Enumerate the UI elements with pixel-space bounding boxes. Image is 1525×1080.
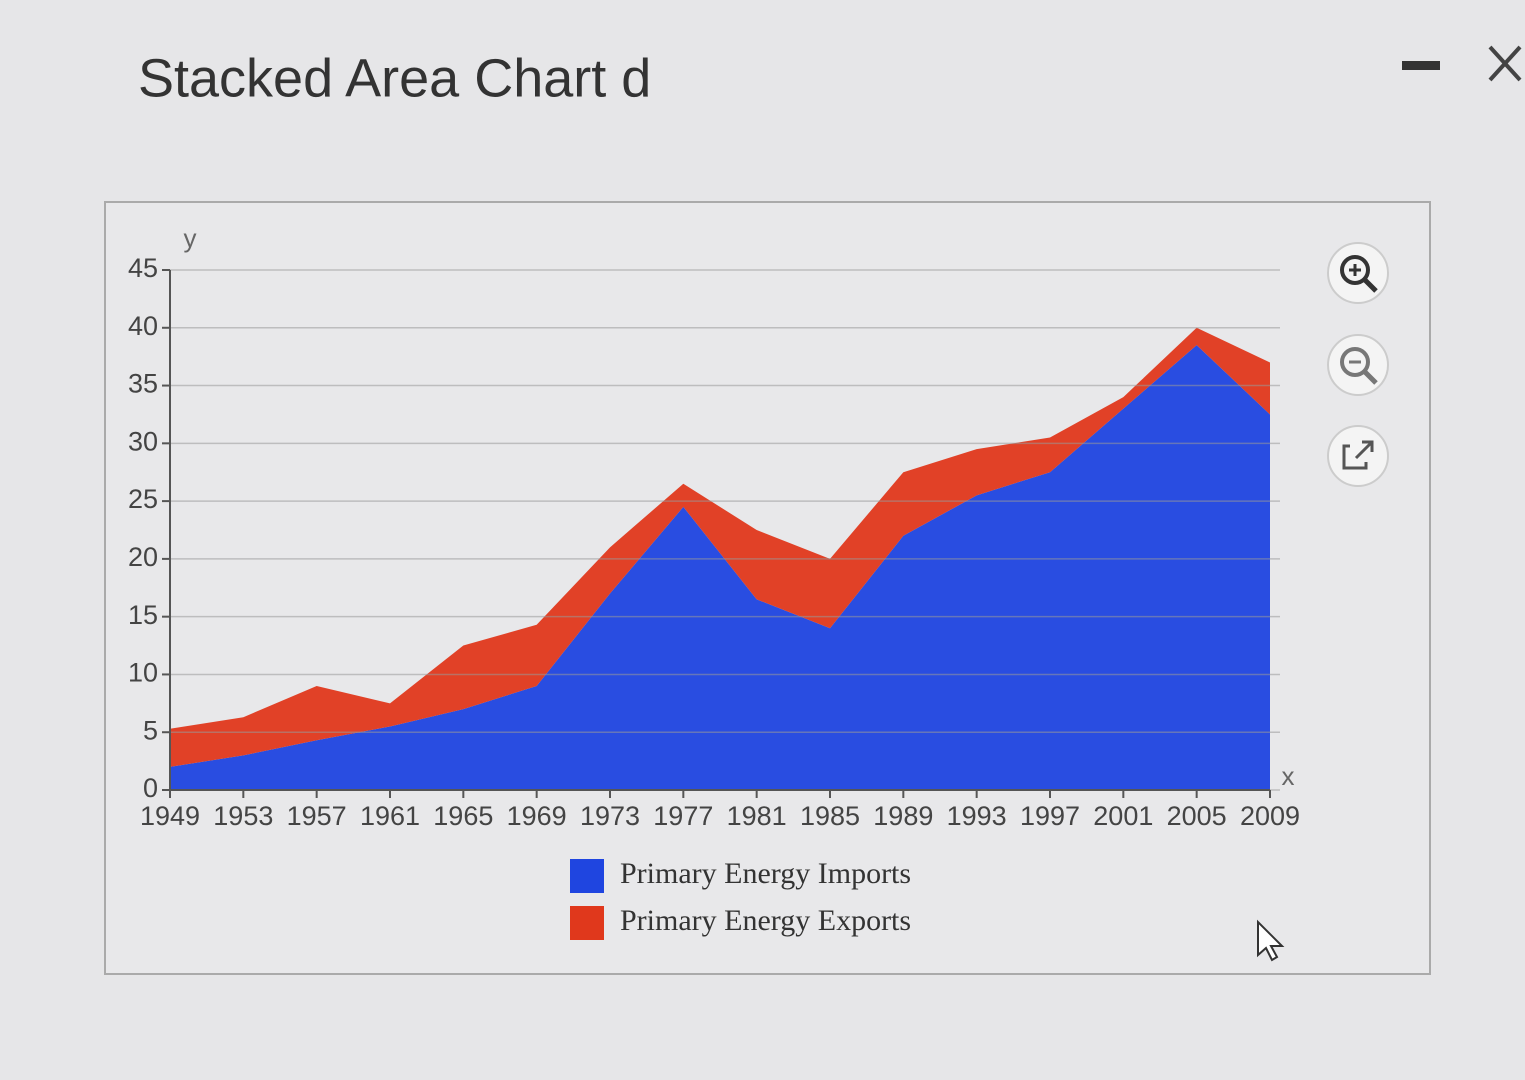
x-tick-label: 2005 [1167,801,1227,831]
x-tick-label: 2009 [1240,801,1300,831]
x-tick-label: 1997 [1020,801,1080,831]
y-tick-label: 40 [128,311,158,341]
x-tick-label: 1961 [360,801,420,831]
y-tick-label: 30 [128,426,158,456]
x-tick-label: 1965 [433,801,493,831]
x-tick-label: 1957 [287,801,347,831]
y-tick-label: 5 [143,715,158,745]
legend-swatch [570,906,604,940]
minimize-button[interactable] [1402,61,1440,70]
y-tick-label: 0 [143,773,158,803]
y-tick-label: 25 [128,484,158,514]
legend-swatch [570,859,604,893]
area [170,327,1270,767]
y-tick-label: 10 [128,658,158,688]
x-tick-label: 1953 [213,801,273,831]
y-tick-label: 15 [128,600,158,630]
x-tick-label: 2001 [1093,801,1153,831]
area [170,345,1270,790]
x-tick-label: 1949 [140,801,200,831]
export-button[interactable] [1327,425,1389,487]
mouse-cursor [1257,919,1285,962]
y-axis-label: y [184,223,197,253]
x-tick-label: 1985 [800,801,860,831]
x-tick-label: 1989 [873,801,933,831]
legend-label: Primary Energy Exports [620,904,911,937]
legend: Primary Energy Imports Primary Energy Exp… [570,857,911,940]
legend-label: Primary Energy Imports [620,857,911,890]
chart-title: Stacked Area Chart d [138,48,651,108]
x-tick-label: 1981 [727,801,787,831]
x-tick-label: 1973 [580,801,640,831]
x-tick-label: 1993 [947,801,1007,831]
y-tick-label: 35 [128,369,158,399]
zoom-in-button[interactable] [1327,242,1389,304]
x-tick-label: 1977 [653,801,713,831]
y-tick-label: 20 [128,542,158,572]
zoom-out-button[interactable] [1327,334,1389,396]
x-axis-label: x [1282,761,1295,791]
x-tick-label: 1969 [507,801,567,831]
y-tick-label: 45 [128,253,158,283]
close-button[interactable] [1488,45,1522,82]
plot: 0 5 10 15 20 25 30 35 40 45 1949 1953 1957 1961 1965 19… [128,253,1300,831]
